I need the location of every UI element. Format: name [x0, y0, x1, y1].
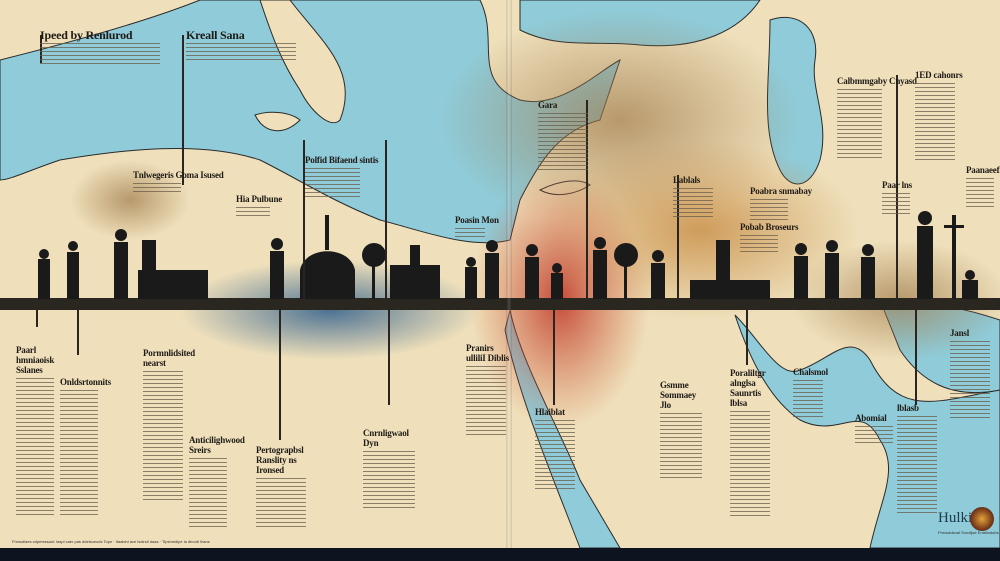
- info-block: Pobab Broseurs: [740, 222, 798, 253]
- block-heading: Poraliltgr alnglsa Saunrtis lblsa: [730, 368, 766, 408]
- info-block: Chalsmol: [793, 367, 828, 420]
- block-heading: Tnlwegeris Goma Isused: [133, 170, 224, 180]
- info-block: Paanaeeflos: [966, 165, 1000, 208]
- info-block: Onldsrtonnits: [60, 377, 111, 515]
- info-block: Gara: [538, 100, 588, 173]
- info-block: Pranirs ulliliI Diblis: [466, 343, 511, 436]
- block-heading: Pobab Broseurs: [740, 222, 799, 232]
- block-heading: Hlaiblat: [535, 407, 565, 417]
- block-heading: Lablals: [673, 175, 701, 185]
- info-block: Kreall Sana: [186, 28, 296, 61]
- block-heading: Paar lns: [882, 180, 912, 190]
- block-heading: Onldsrtonnits: [60, 377, 111, 387]
- person-silhouette: [67, 241, 79, 299]
- palm-tree-silhouette: [614, 243, 638, 299]
- italy-peninsula: [259, 0, 346, 124]
- info-block: Paar lns: [882, 180, 912, 215]
- block-heading: Jansl: [950, 328, 970, 338]
- person-silhouette: [917, 211, 933, 299]
- info-block: Pertograpbsl Ranslity ns Ironsed: [256, 445, 316, 528]
- info-block: Lablals: [673, 175, 713, 218]
- info-block: Anticilighwood Sreirs: [189, 435, 245, 528]
- tower-silhouette: [138, 240, 208, 299]
- info-block: Calbmmgaby Cnyasd: [837, 76, 917, 159]
- block-heading: Cnrnligwaol Dyn: [363, 428, 409, 448]
- block-heading: Kreall Sana: [186, 28, 245, 42]
- block-heading: Pranirs ulliliI Diblis: [466, 343, 509, 363]
- info-block: 1ED cahonrs: [915, 70, 963, 163]
- silhouettes: [38, 211, 978, 299]
- info-block: Hia Pulbune: [236, 194, 282, 219]
- palm-tree-silhouette: [362, 243, 386, 299]
- minaret-silhouette: [690, 240, 770, 299]
- block-heading: Calbmmgaby Cnyasd: [837, 76, 917, 86]
- map-illustration: [0, 0, 1000, 548]
- person-silhouette: [485, 240, 499, 299]
- block-heading: Polfid Bifaend sintis: [305, 155, 379, 165]
- person-silhouette: [270, 238, 284, 299]
- info-block: Poasin Mon: [455, 215, 499, 238]
- footer-caption: Fhmsdlaes cdpmessaol: laspl caer pas dde…: [12, 539, 210, 544]
- horizon-ground-band: [0, 298, 1000, 310]
- info-block: Hlaiblat: [535, 407, 575, 490]
- logo-subtitle: Prmsaldsnal Sondljae Enisbodahs: [938, 530, 999, 535]
- cross-monument-silhouette: [944, 215, 964, 299]
- info-block: Polfid Bifaend sintis: [305, 155, 379, 198]
- person-silhouette: [651, 250, 665, 299]
- block-heading: Abomial: [855, 413, 887, 423]
- person-silhouette: [551, 263, 563, 299]
- infographic-map-poster: Ipeed by Renlurod Kreall Sana Gara Polfi…: [0, 0, 1000, 548]
- block-heading: Ipeed by Renlurod: [40, 28, 133, 42]
- block-heading: lblasb: [897, 403, 919, 413]
- info-block: Jansl: [950, 328, 990, 421]
- block-heading: Paarl hmniaoisk Sslanes: [16, 345, 55, 375]
- person-silhouette: [114, 229, 128, 299]
- block-heading: Paanaeeflos: [966, 165, 1000, 175]
- block-heading: Anticilighwood Sreirs: [189, 435, 245, 455]
- info-block: Poraliltgr alnglsa Saunrtis lblsa: [730, 368, 778, 516]
- block-heading: Poasin Mon: [455, 215, 499, 225]
- person-silhouette: [38, 249, 50, 299]
- info-block: Ipeed by Renlurod: [40, 28, 160, 65]
- block-heading: 1ED cahonrs: [915, 70, 963, 80]
- fortress-silhouette: [390, 245, 440, 299]
- block-heading: Gsmme Sommaey Jlo: [660, 380, 697, 410]
- person-silhouette: [962, 270, 978, 299]
- block-heading: Chalsmol: [793, 367, 828, 377]
- info-block: Cnrnligwaol Dyn: [363, 428, 418, 511]
- info-block: Abomial: [855, 413, 893, 444]
- info-block: Gsmme Sommaey Jlo: [660, 380, 705, 478]
- person-silhouette: [794, 243, 808, 299]
- sicily: [254, 111, 301, 132]
- info-block: Paarl hmniaoisk Sslanes: [16, 345, 61, 518]
- info-block: Poabra snmabay: [750, 186, 812, 221]
- person-silhouette: [861, 244, 875, 299]
- dome-building-silhouette: [300, 215, 355, 299]
- info-block: Pormnlidsited nearst: [143, 348, 195, 501]
- block-heading: Pormnlidsited nearst: [143, 348, 195, 368]
- person-silhouette: [525, 244, 539, 299]
- person-silhouette: [465, 257, 477, 299]
- block-heading: Pertograpbsl Ranslity ns Ironsed: [256, 445, 304, 475]
- seal-emblem-icon: [970, 507, 994, 531]
- info-block: Tnlwegeris Goma Isused: [133, 170, 224, 195]
- block-heading: Gara: [538, 100, 558, 110]
- block-heading: Hia Pulbune: [236, 194, 283, 204]
- book-spine-fold: [506, 0, 512, 548]
- person-silhouette: [593, 237, 607, 299]
- person-silhouette: [825, 240, 839, 299]
- info-block: lblasb: [897, 403, 937, 516]
- block-heading: Poabra snmabay: [750, 186, 812, 196]
